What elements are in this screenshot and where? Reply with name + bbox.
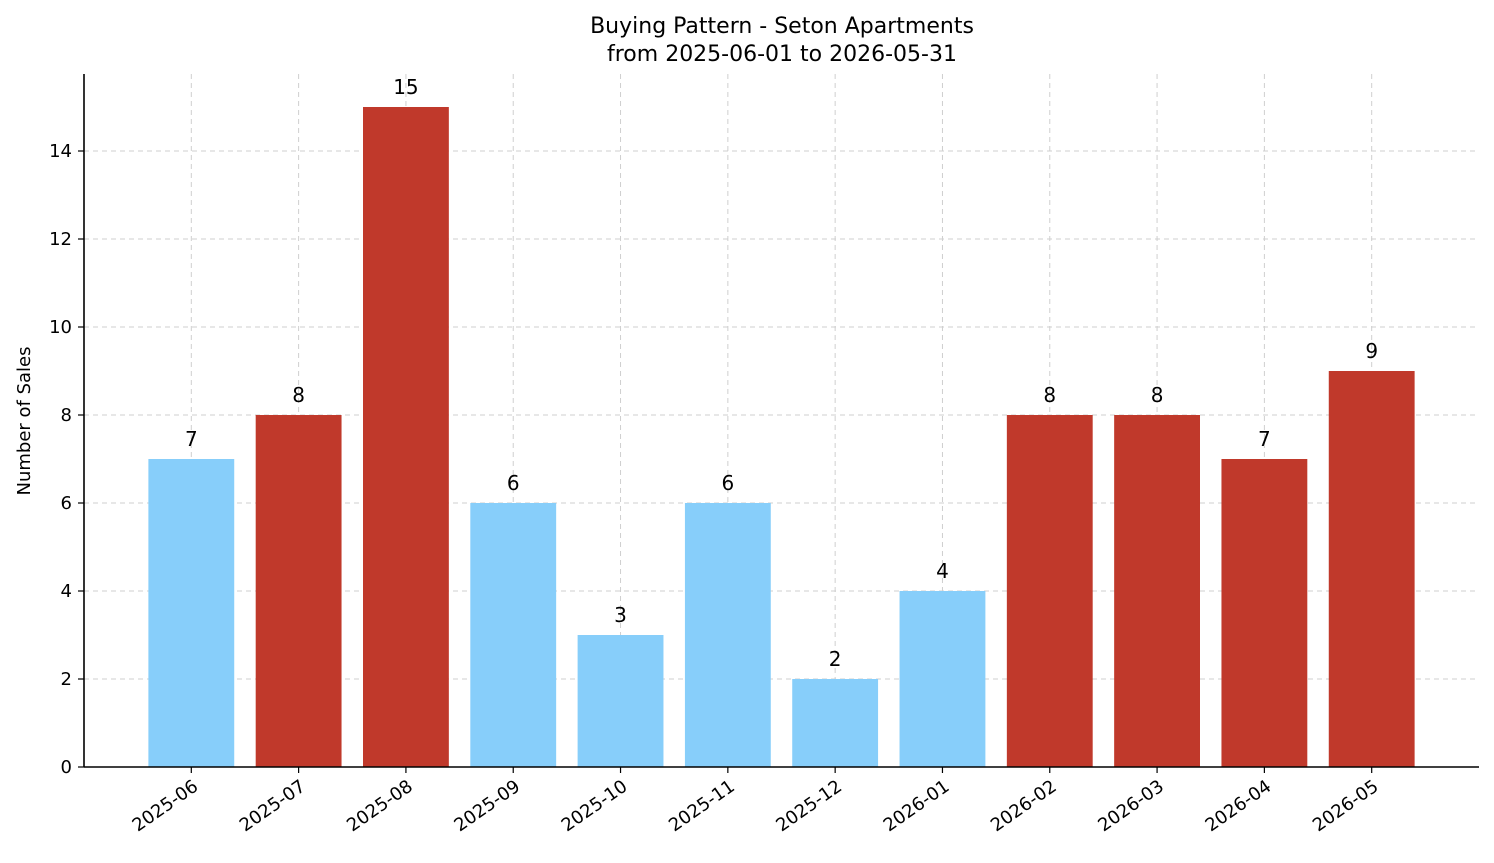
x-tick-label: 2025-08 bbox=[343, 776, 417, 836]
bar-2025-11 bbox=[684, 503, 771, 767]
x-tick-label: 2026-03 bbox=[1094, 776, 1168, 836]
x-tick-label: 2026-04 bbox=[1202, 776, 1276, 836]
data-label: 4 bbox=[936, 559, 949, 583]
bar-2025-10 bbox=[577, 635, 664, 767]
y-tick-label: 2 bbox=[61, 669, 72, 690]
data-label: 7 bbox=[185, 427, 198, 451]
y-tick-label: 12 bbox=[49, 229, 72, 250]
bar-2025-09 bbox=[470, 503, 557, 767]
bar-2025-08 bbox=[363, 107, 449, 767]
chart-title: Buying Pattern - Seton Apartments bbox=[590, 14, 974, 39]
y-tick-label: 14 bbox=[49, 141, 72, 162]
bar-2026-01 bbox=[899, 591, 986, 767]
data-label: 3 bbox=[614, 603, 627, 627]
data-label: 8 bbox=[1151, 383, 1164, 407]
y-tick-label: 0 bbox=[61, 757, 72, 778]
bar-2026-05 bbox=[1328, 371, 1415, 767]
y-axis-label: Number of Sales bbox=[14, 346, 35, 495]
x-tick-label: 2025-09 bbox=[450, 776, 524, 836]
data-label: 15 bbox=[393, 75, 418, 99]
y-tick-label: 8 bbox=[61, 405, 72, 426]
x-tick-label: 2025-12 bbox=[772, 776, 846, 836]
data-label: 6 bbox=[507, 471, 520, 495]
chart-subtitle: from 2025-06-01 to 2026-05-31 bbox=[607, 42, 957, 67]
bar-2025-12 bbox=[792, 679, 879, 767]
data-label: 6 bbox=[721, 471, 734, 495]
y-tick-label: 10 bbox=[49, 317, 72, 338]
bar-2026-04 bbox=[1221, 459, 1308, 767]
x-tick-label: 2025-11 bbox=[665, 776, 739, 836]
y-tick-label: 6 bbox=[61, 493, 72, 514]
x-tick-label: 2026-02 bbox=[987, 776, 1061, 836]
data-label: 8 bbox=[292, 383, 305, 407]
x-tick-label: 2025-06 bbox=[129, 776, 203, 836]
x-tick-label: 2025-07 bbox=[236, 776, 310, 836]
data-label: 9 bbox=[1365, 339, 1378, 363]
y-tick-label: 4 bbox=[61, 581, 72, 602]
bars bbox=[148, 107, 1415, 767]
data-labels: 7 8 15 6 3 6 2 4 8 8 7 9 bbox=[185, 75, 1378, 671]
data-label: 8 bbox=[1043, 383, 1056, 407]
x-tick-label: 2025-10 bbox=[558, 776, 632, 836]
bar-2025-06 bbox=[148, 459, 235, 767]
bar-2026-02 bbox=[1006, 415, 1093, 767]
bar-2026-03 bbox=[1114, 415, 1200, 767]
data-label: 7 bbox=[1258, 427, 1271, 451]
x-tick-label: 2026-05 bbox=[1309, 776, 1383, 836]
data-label: 2 bbox=[829, 647, 842, 671]
x-tick-label: 2026-01 bbox=[880, 776, 954, 836]
bar-2025-07 bbox=[255, 415, 342, 767]
